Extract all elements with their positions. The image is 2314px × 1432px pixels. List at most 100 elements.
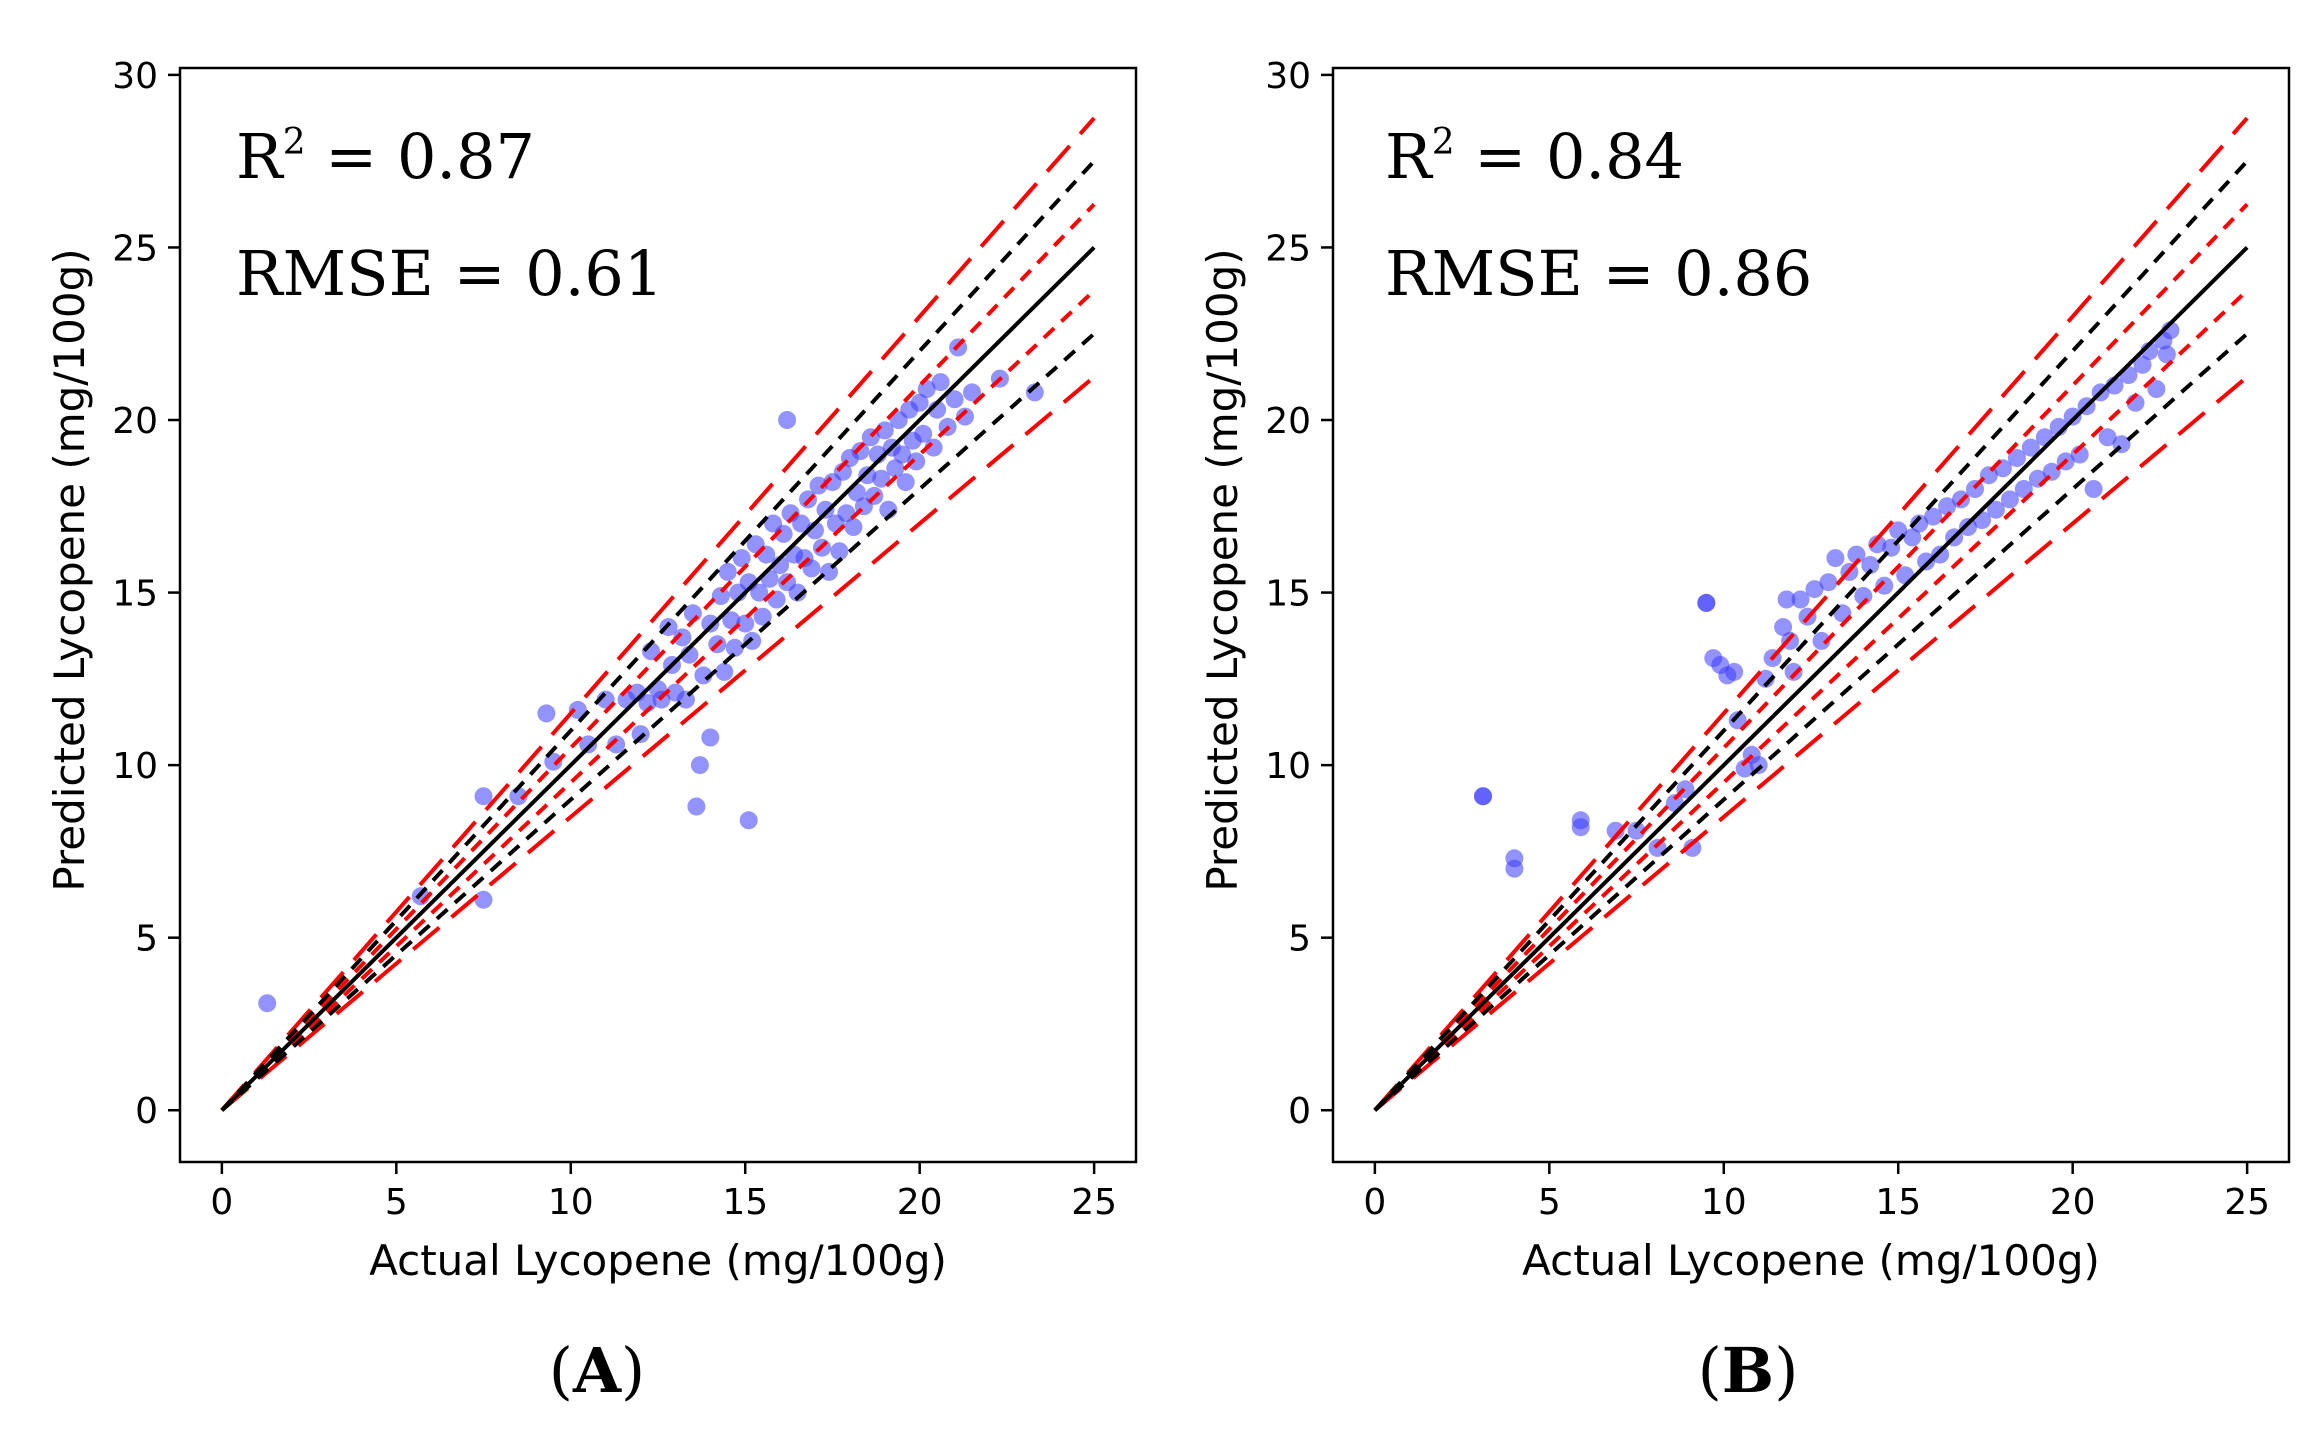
data-point bbox=[607, 735, 626, 754]
data-point bbox=[631, 725, 650, 744]
y-tick-label: 15 bbox=[112, 574, 158, 615]
y-tick-label: 0 bbox=[135, 1091, 158, 1132]
data-point bbox=[1861, 556, 1880, 574]
x-tick-label: 5 bbox=[385, 1182, 408, 1223]
data-point bbox=[568, 700, 587, 719]
data-point bbox=[1728, 711, 1747, 730]
data-point bbox=[886, 459, 905, 478]
data-point bbox=[1791, 590, 1810, 609]
rmse-annotation-a: RMSE = 0.61 bbox=[236, 237, 663, 310]
data-point bbox=[701, 728, 720, 747]
data-point bbox=[792, 514, 811, 533]
data-point bbox=[907, 452, 926, 471]
data-point bbox=[1735, 759, 1754, 778]
data-point bbox=[537, 704, 556, 723]
red-long-dashed-band-line bbox=[1373, 116, 2249, 1112]
y-tick-label: 20 bbox=[1265, 401, 1311, 442]
data-point bbox=[844, 518, 863, 536]
data-point bbox=[718, 562, 737, 581]
data-point bbox=[1931, 545, 1950, 564]
data-point bbox=[1474, 787, 1492, 806]
x-tick-label: 20 bbox=[897, 1182, 943, 1223]
data-point bbox=[2133, 355, 2152, 374]
axis-ticks-a: 0 5 10 15 20 25 0 5 10 15 20 25 30 bbox=[112, 56, 1117, 1223]
data-point bbox=[750, 583, 769, 602]
data-point bbox=[1819, 573, 1838, 592]
data-point bbox=[673, 628, 692, 647]
data-point bbox=[963, 383, 981, 402]
data-point bbox=[896, 473, 915, 492]
data-point bbox=[2147, 380, 2166, 398]
data-point bbox=[1774, 618, 1793, 637]
data-point bbox=[830, 542, 849, 561]
identity-line bbox=[1373, 246, 2249, 1112]
data-point bbox=[778, 411, 797, 429]
data-point bbox=[711, 587, 730, 605]
chart-marks-b bbox=[1373, 116, 2249, 1112]
y-tick-label: 25 bbox=[112, 228, 158, 269]
data-point bbox=[1571, 818, 1590, 837]
data-point bbox=[1812, 631, 1831, 650]
y-tick-label: 5 bbox=[135, 919, 158, 960]
red-dashed-band-line bbox=[220, 202, 1096, 1112]
data-point bbox=[802, 559, 821, 578]
data-point bbox=[2084, 480, 2103, 498]
y-tick-label: 5 bbox=[1288, 919, 1311, 960]
x-tick-label: 10 bbox=[548, 1182, 594, 1223]
data-point bbox=[701, 614, 720, 633]
red-dashed-band-line bbox=[1373, 202, 2249, 1112]
data-point bbox=[1749, 756, 1768, 775]
data-point bbox=[914, 424, 933, 443]
data-point bbox=[2000, 490, 2019, 509]
y-tick-label: 15 bbox=[1265, 574, 1311, 615]
panel-label-a: (A) bbox=[549, 1334, 646, 1407]
data-point bbox=[715, 662, 734, 681]
x-tick-label: 0 bbox=[210, 1182, 233, 1223]
identity-line bbox=[220, 246, 1096, 1112]
y-tick-label: 30 bbox=[1265, 56, 1311, 97]
data-point bbox=[910, 393, 929, 412]
data-point bbox=[809, 476, 828, 495]
x-tick-label: 25 bbox=[2224, 1182, 2270, 1223]
data-point bbox=[851, 442, 870, 461]
data-point bbox=[725, 638, 744, 657]
y-tick-label: 0 bbox=[1288, 1091, 1311, 1132]
data-point bbox=[1697, 593, 1716, 612]
data-point bbox=[1606, 821, 1625, 840]
y-axis-title-b: Predicted Lycopene (mg/100g) bbox=[1198, 248, 1247, 891]
x-tick-label: 20 bbox=[2050, 1182, 2096, 1223]
data-point bbox=[690, 756, 709, 775]
data-point bbox=[1784, 662, 1803, 681]
data-point bbox=[1924, 507, 1943, 526]
panel-b: 0 5 10 15 20 25 0 5 10 15 20 25 30 R2 = 0.84 RMSE = … bbox=[1198, 56, 2291, 1407]
data-point bbox=[945, 390, 964, 409]
data-point bbox=[1826, 549, 1845, 568]
data-point bbox=[743, 631, 762, 650]
y-tick-label: 20 bbox=[112, 401, 158, 442]
data-point bbox=[1903, 528, 1922, 547]
data-point bbox=[1938, 497, 1957, 516]
x-tick-label: 5 bbox=[1538, 1182, 1561, 1223]
data-point bbox=[1847, 545, 1866, 564]
data-point bbox=[858, 466, 877, 485]
red-long-dashed-band-line bbox=[220, 116, 1096, 1112]
data-point bbox=[258, 994, 277, 1013]
chart-marks-a bbox=[220, 116, 1096, 1112]
data-point bbox=[1505, 859, 1524, 878]
y-axis-title-a: Predicted Lycopene (mg/100g) bbox=[45, 248, 94, 891]
data-point bbox=[2021, 438, 2040, 457]
data-point bbox=[732, 549, 751, 568]
y-tick-label: 25 bbox=[1265, 228, 1311, 269]
data-point bbox=[1683, 838, 1702, 857]
data-point bbox=[1805, 580, 1824, 599]
data-point bbox=[753, 607, 772, 626]
data-point bbox=[1777, 590, 1796, 609]
data-point bbox=[1986, 500, 2005, 519]
y-tick-label: 10 bbox=[1265, 746, 1311, 787]
data-point bbox=[579, 735, 598, 754]
data-point bbox=[788, 583, 807, 602]
red-long-dashed-band-line bbox=[1373, 375, 2249, 1112]
y-tick-label: 10 bbox=[112, 746, 158, 787]
x-axis-title-b: Actual Lycopene (mg/100g) bbox=[1522, 1236, 2100, 1285]
